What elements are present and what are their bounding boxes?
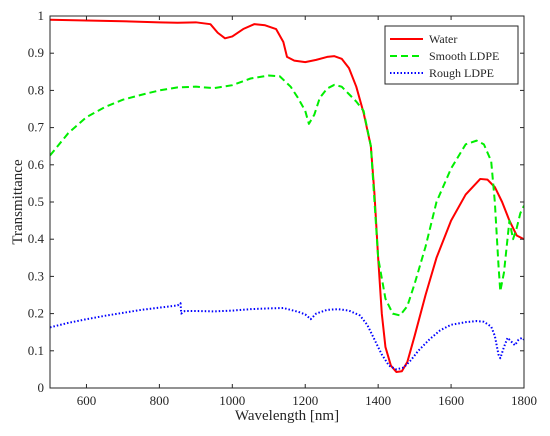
y-tick-label: 0.4 [28,231,45,246]
y-tick-label: 0.8 [28,82,44,97]
y-tick-label: 1 [38,8,45,23]
legend-label: Water [429,32,457,46]
series-line-water [50,18,524,373]
x-tick-label: 1000 [219,393,245,408]
y-tick-label: 0.1 [28,343,44,358]
y-tick-label: 0.7 [28,120,45,135]
x-tick-label: 1200 [292,393,318,408]
x-axis-label: Wavelength [nm] [235,408,339,424]
series-line-rough-ldpe [50,302,524,371]
y-tick-label: 0.9 [28,45,44,60]
legend-label: Rough LDPE [429,66,494,80]
x-tick-label: 1400 [365,393,391,408]
y-tick-label: 0.6 [28,157,45,172]
legend-label: Smooth LDPE [429,49,499,63]
y-tick-label: 0.5 [28,194,44,209]
x-tick-label: 1800 [511,393,537,408]
y-tick-label: 0.3 [28,268,44,283]
series-line-smooth-ldpe [50,74,524,317]
y-axis-label: Transmittance [10,159,26,245]
legend: Water Smooth LDPE Rough LDPE [384,25,519,85]
x-tick-label: 800 [150,393,170,408]
y-tick-label: 0.2 [28,306,44,321]
x-tick-label: 1600 [438,393,464,408]
series-layer [50,18,524,373]
x-tick-label: 600 [77,393,97,408]
y-tick-label: 0 [38,380,45,395]
ticks-layer: 600 800 1000 1200 1400 1600 1800 0 0.1 0.2 0.3 0.4 0… [28,8,537,408]
